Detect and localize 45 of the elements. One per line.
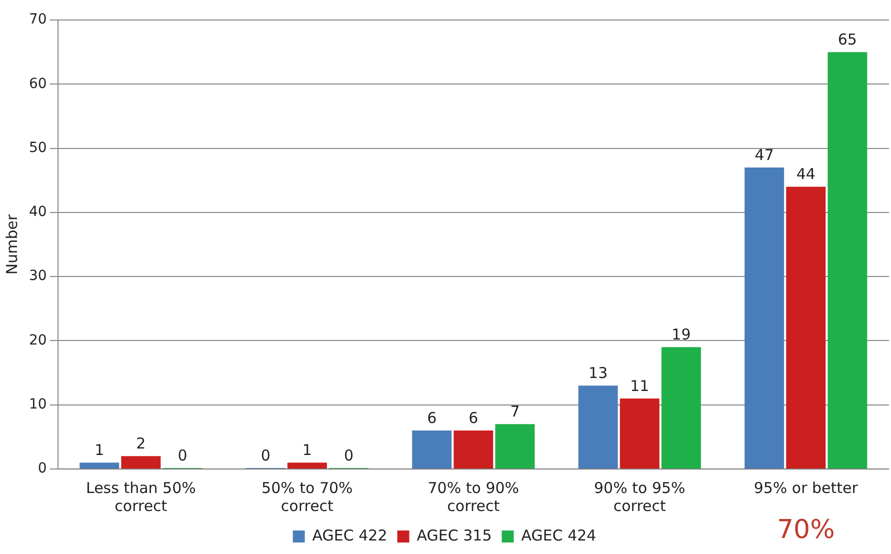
y-tick-label: 30	[28, 268, 47, 284]
bar	[661, 347, 701, 468]
bar	[121, 456, 161, 468]
data-label: 0	[260, 446, 270, 464]
x-tick-label: 90% to 95% correct	[594, 478, 686, 515]
data-label: 44	[796, 165, 816, 184]
y-tick-label: 20	[28, 332, 47, 348]
bar	[578, 386, 618, 468]
legend-label: AGEC 315	[416, 526, 492, 544]
bar	[287, 462, 327, 468]
text: 70%	[776, 514, 835, 545]
bar	[786, 186, 826, 468]
data-label: 2	[136, 434, 146, 453]
bar	[495, 424, 535, 468]
bar	[828, 52, 868, 468]
x-tick-label: 95% or better	[754, 478, 859, 497]
data-label: 7	[510, 402, 520, 420]
bar	[744, 168, 784, 468]
x-tick-label: Less than 50% correct	[86, 478, 196, 515]
data-label: 13	[588, 364, 608, 382]
data-label: 6	[468, 408, 478, 427]
data-label: 6	[427, 408, 437, 427]
x-tick-label: 50% to 70% correct	[262, 478, 353, 515]
bar	[80, 462, 120, 468]
y-tick-label: 10	[28, 396, 47, 412]
data-label: 11	[630, 376, 650, 395]
y-tick-label: 40	[28, 204, 47, 220]
y-tick-label: 50	[28, 140, 47, 156]
data-label: 0	[344, 446, 354, 464]
data-label: 19	[672, 326, 691, 344]
data-label: 0	[178, 446, 188, 464]
bar	[454, 430, 494, 468]
y-tick-label: 0	[38, 460, 47, 477]
bar	[620, 398, 660, 468]
data-label: 47	[754, 146, 774, 164]
data-label: 65	[838, 30, 857, 48]
x-tick-label: 70% to 90% correct	[428, 478, 520, 515]
data-label: 1	[302, 440, 312, 459]
y-axis-title: Number	[2, 214, 21, 275]
y-tick-label: 60	[28, 76, 47, 92]
y-tick-label: 70	[28, 12, 47, 28]
legend-label: AGEC 422	[312, 526, 388, 544]
legend-label: AGEC 424	[521, 526, 596, 544]
bar	[412, 430, 452, 468]
data-label: 1	[94, 440, 104, 459]
